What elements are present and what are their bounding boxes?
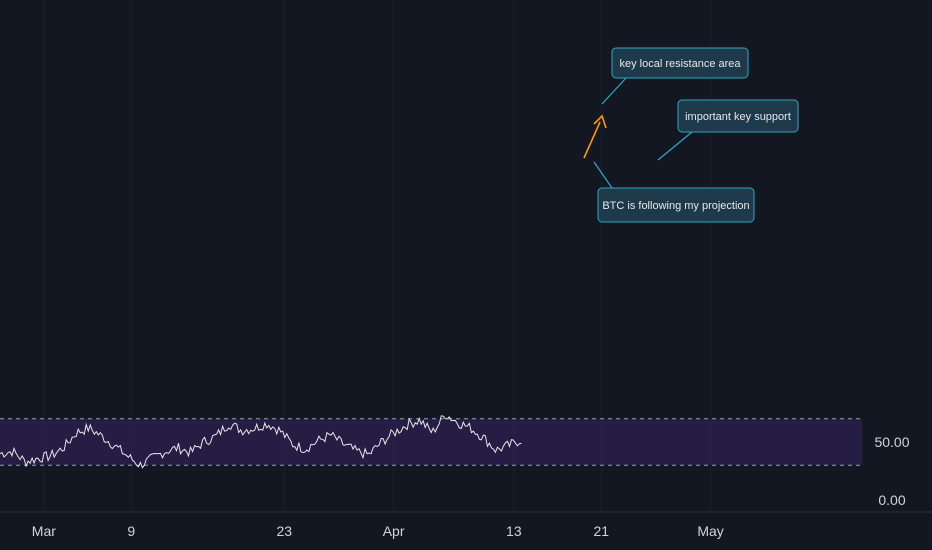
- rsi-tick-label: 0.00: [878, 492, 905, 508]
- rsi-line: [0, 415, 522, 469]
- projection-arrow-head: [593, 114, 607, 129]
- price-axis[interactable]: 9000.008000.005450.004850.0050.000.00744…: [864, 0, 932, 508]
- time-tick-label: 13: [506, 523, 522, 539]
- rsi-panel[interactable]: [0, 415, 862, 469]
- annotations[interactable]: key local resistance area important key s…: [583, 47, 799, 223]
- callout-pointer: [601, 77, 627, 105]
- grid: [43, 0, 712, 512]
- callout-pointer: [657, 131, 693, 161]
- time-tick-label: 9: [127, 523, 135, 539]
- callout-box[interactable]: [597, 187, 755, 223]
- time-tick-label: 23: [277, 523, 293, 539]
- rsi-band: [0, 418, 862, 466]
- callout-box[interactable]: [611, 47, 749, 79]
- projection-arrow-path: [583, 121, 601, 159]
- time-tick-label: 21: [594, 523, 610, 539]
- callout-pointer: [593, 161, 613, 189]
- callout-text: important key support: [685, 111, 791, 123]
- callout-text: BTC is following my projection: [602, 200, 749, 212]
- time-axis[interactable]: Mar 9 23 Apr 13 21 May: [0, 511, 932, 539]
- rsi-tick-label: 50.00: [874, 434, 909, 450]
- time-tick-label: Apr: [383, 523, 405, 539]
- time-tick-label: May: [697, 523, 723, 539]
- callout-box[interactable]: [677, 99, 799, 133]
- callout-text: key local resistance area: [619, 58, 741, 70]
- time-tick-label: Mar: [32, 523, 56, 539]
